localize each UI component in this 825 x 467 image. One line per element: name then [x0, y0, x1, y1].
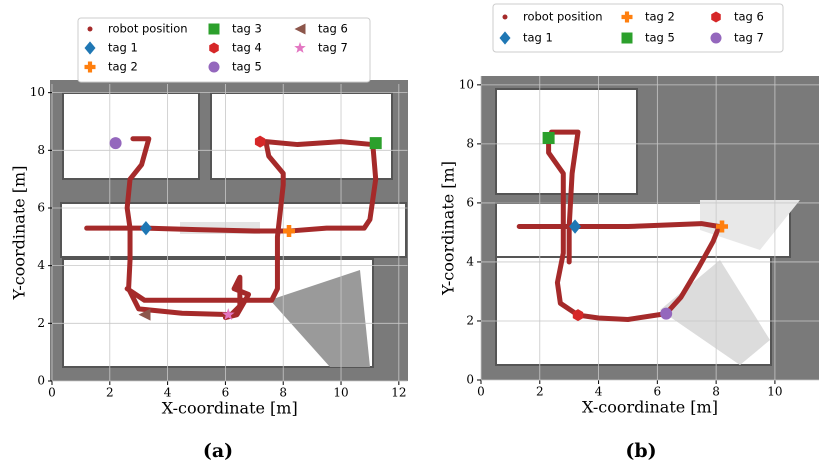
legend-label: tag 2 — [645, 10, 675, 24]
y-axis-label: Y-coordinate [m] — [10, 166, 29, 301]
y-tick-label: 4 — [37, 258, 45, 272]
x-tick-label: 8 — [712, 385, 720, 399]
y-tick-label: 0 — [37, 374, 45, 388]
y-tick-label: 8 — [466, 136, 474, 150]
legend-label: tag 4 — [232, 41, 262, 55]
x-tick-label: 4 — [164, 386, 172, 400]
x-tick-label: 0 — [477, 385, 485, 399]
legend-marker — [209, 62, 220, 73]
x-tick-label: 2 — [536, 385, 544, 399]
legend-label: tag 1 — [108, 41, 138, 55]
caption: (b) — [625, 440, 656, 462]
y-tick-label: 4 — [466, 254, 474, 268]
legend-marker — [622, 33, 633, 44]
caption: (a) — [203, 440, 233, 462]
legend-marker — [88, 27, 93, 32]
legend: robot position tag 1 tag 2 tag 3 tag 4 tag 5 t… — [78, 18, 370, 82]
legend-label: tag 6 — [734, 10, 764, 24]
x-tick-label: 4 — [595, 385, 603, 399]
x-axis-label: X-coordinate [m] — [582, 398, 718, 417]
y-tick-label: 2 — [466, 313, 474, 327]
y-tick-label: 8 — [37, 143, 45, 157]
legend-label: robot position — [108, 22, 188, 36]
y-tick-label: 10 — [30, 85, 45, 99]
legend-label: tag 6 — [318, 22, 348, 36]
x-tick-label: 6 — [654, 385, 662, 399]
x-tick-label: 10 — [333, 386, 348, 400]
tag-marker — [660, 308, 672, 320]
legend-label: tag 7 — [318, 41, 348, 55]
y-tick-label: 6 — [37, 200, 45, 214]
y-axis-label: Y-coordinate [m] — [439, 161, 458, 296]
y-tick-label: 10 — [459, 77, 474, 91]
x-tick-label: 12 — [391, 386, 406, 400]
legend-label: tag 1 — [523, 31, 553, 45]
x-tick-label: 8 — [279, 386, 287, 400]
legend-label: robot position — [523, 10, 603, 24]
y-tick-label: 2 — [37, 316, 45, 330]
legend: robot position tag 1 tag 2 tag 5 tag 6 tag 7 — [493, 4, 783, 52]
x-tick-label: 6 — [222, 386, 230, 400]
legend-label: tag 2 — [108, 60, 138, 74]
legend-marker — [209, 24, 220, 35]
legend-label: tag 7 — [734, 31, 764, 45]
y-tick-label: 6 — [466, 195, 474, 209]
x-tick-label: 10 — [767, 385, 782, 399]
x-axis-label: X-coordinate [m] — [162, 399, 298, 418]
tag-marker — [543, 132, 555, 144]
y-tick-label: 0 — [466, 373, 474, 387]
tag-marker — [110, 137, 122, 149]
legend-marker — [711, 33, 722, 44]
legend-marker — [503, 15, 508, 20]
x-tick-label: 2 — [106, 386, 114, 400]
tag-marker — [370, 137, 382, 149]
legend-label: tag 5 — [232, 60, 262, 74]
legend-label: tag 3 — [232, 22, 262, 36]
figure: 0 2 4 6 8 10 12 0 2 4 6 8 10 X-coordinate [m] Y-coordi… — [0, 0, 825, 467]
x-tick-label: 0 — [48, 386, 56, 400]
legend-label: tag 5 — [645, 31, 675, 45]
